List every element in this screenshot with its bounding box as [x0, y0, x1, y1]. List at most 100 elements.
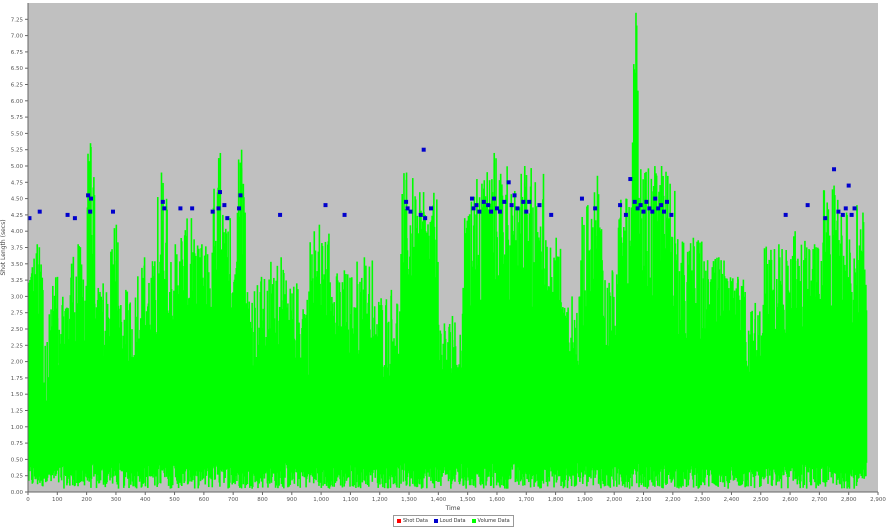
x-tick-label: 2,500 — [753, 497, 769, 503]
volume-data-segment — [285, 283, 311, 488]
y-tick-label: 3.50 — [11, 262, 24, 268]
y-tick-label: 1.00 — [11, 425, 24, 431]
volume-data-point — [660, 166, 663, 297]
loud-data-point — [37, 209, 42, 214]
x-tick-label: 200 — [81, 497, 92, 503]
loud-data-point — [849, 212, 854, 217]
loud-data-point — [429, 206, 434, 211]
volume-data-point — [451, 315, 454, 387]
volume-data-segment — [763, 244, 789, 489]
volume-data-segment — [373, 289, 402, 489]
volume-data-point — [813, 244, 816, 344]
loud-data-point — [618, 203, 623, 208]
x-tick-label: 1,600 — [489, 497, 505, 503]
volume-data-point — [405, 172, 408, 301]
volume-data-segment — [329, 270, 352, 488]
legend-swatch-loud — [433, 519, 438, 523]
y-tick-label: 6.00 — [11, 99, 24, 105]
loud-data-point — [408, 209, 413, 214]
volume-data-point — [794, 231, 796, 336]
volume-data-point — [611, 270, 614, 359]
legend-swatch-volume — [471, 519, 476, 523]
volume-data-point — [523, 166, 526, 297]
volume-data-segment — [309, 224, 331, 489]
x-tick-label: 100 — [52, 497, 63, 503]
volume-data-point — [77, 244, 79, 344]
x-tick-label: 600 — [199, 497, 210, 503]
x-tick-label: 2,900 — [870, 497, 886, 503]
volume-data-point — [115, 224, 118, 332]
volume-data-point — [295, 283, 298, 367]
loud-data-point — [486, 203, 491, 208]
y-tick-label: 6.25 — [11, 83, 24, 89]
volume-data-point — [190, 218, 193, 328]
loud-data-point — [72, 216, 77, 221]
loud-data-point — [664, 199, 669, 204]
y-tick-label: 2.75 — [11, 311, 24, 317]
legend-item-loud: Loud Data — [433, 518, 466, 524]
y-tick-label: 1.75 — [11, 376, 24, 382]
y-tick-label: 5.50 — [11, 131, 24, 137]
volume-data-segment — [118, 289, 138, 489]
loud-data-point — [471, 206, 476, 211]
loud-data-point — [502, 199, 507, 204]
loud-data-point — [506, 180, 511, 185]
volume-data-point — [343, 270, 346, 359]
y-tick-label: 2.50 — [11, 327, 24, 333]
volume-data-segment — [617, 198, 633, 489]
loud-data-point — [418, 212, 423, 217]
x-axis-label: Time — [445, 505, 461, 512]
loud-data-point — [423, 216, 428, 221]
volume-data-point — [587, 205, 589, 320]
y-tick-label: 7.25 — [11, 17, 24, 23]
y-tick-label: 1.50 — [11, 392, 24, 398]
volume-data-point — [143, 257, 146, 352]
loud-data-point — [805, 203, 810, 208]
volume-data-segment — [702, 257, 727, 487]
loud-data-point — [579, 196, 584, 201]
loud-data-point — [647, 206, 652, 211]
y-axis-label: Shot Length (secs) — [0, 219, 7, 275]
loud-data-point — [662, 209, 667, 214]
volume-data-segment — [845, 205, 868, 489]
volume-data-point — [754, 302, 757, 379]
loud-data-point — [635, 206, 640, 211]
y-tick-label: 6.75 — [11, 50, 24, 56]
volume-data-point — [46, 342, 48, 403]
loud-data-point — [644, 199, 649, 204]
loud-data-point — [549, 212, 554, 217]
volume-data-point — [635, 12, 637, 205]
ticks-layer: 0 100 200 300 400 500 600 700 800 900 1,000 1,100 1,… — [11, 17, 887, 503]
legend-label-shot: Shot Data — [403, 518, 428, 524]
volume-data-point — [318, 224, 321, 332]
x-tick-label: 2,300 — [694, 497, 710, 503]
loud-data-point — [88, 209, 93, 214]
volume-data-point — [260, 276, 263, 363]
loud-data-point — [225, 216, 230, 221]
volume-data-point — [856, 205, 858, 320]
loud-data-point — [237, 206, 242, 211]
loud-data-point — [497, 209, 502, 214]
x-tick-label: 1,700 — [518, 497, 534, 503]
loud-data-point — [512, 193, 517, 198]
volume-data-point — [865, 310, 868, 463]
x-tick-label: 2,700 — [812, 497, 828, 503]
loud-data-point — [216, 206, 221, 211]
loud-data-point — [405, 206, 410, 211]
loud-data-point — [160, 199, 165, 204]
x-tick-label: 700 — [228, 497, 239, 503]
volume-data-point — [555, 237, 558, 340]
loud-data-point — [669, 212, 674, 217]
loud-data-point — [632, 199, 637, 204]
volume-data-segment — [543, 237, 563, 488]
volume-data-layer — [28, 12, 868, 489]
loud-data-point — [852, 206, 857, 211]
volume-data-point — [625, 198, 627, 316]
loud-data-point — [515, 206, 520, 211]
y-tick-label: 4.75 — [11, 180, 24, 186]
volume-data-point — [174, 244, 177, 344]
volume-data-segment — [180, 218, 197, 489]
loud-data-layer — [27, 147, 857, 221]
